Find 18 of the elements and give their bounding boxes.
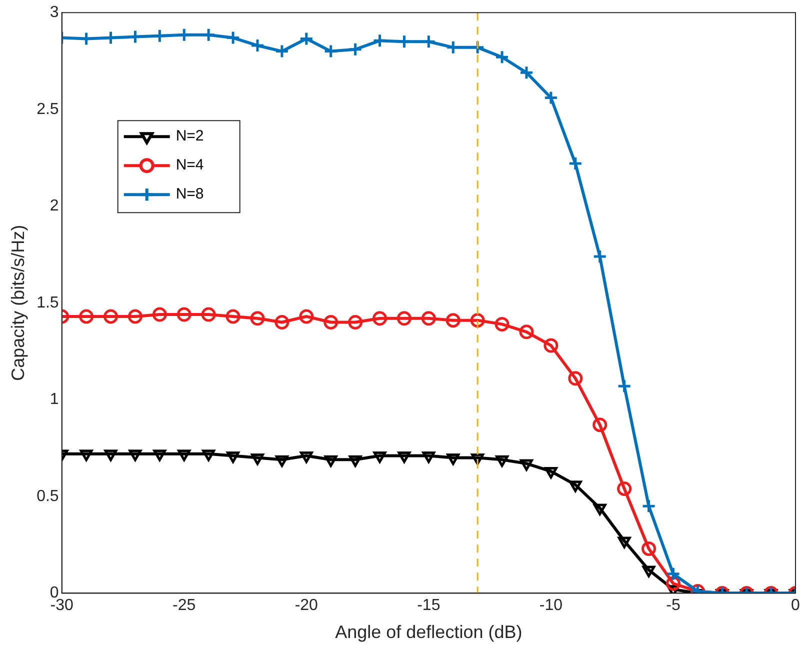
legend-label: N=4: [176, 156, 204, 174]
x-tick-label: -15: [417, 597, 440, 614]
x-tick-label: -25: [172, 597, 196, 614]
y-tick-label: 1.5: [36, 294, 59, 312]
legend-label: N=2: [176, 128, 204, 145]
x-tick-label: -20: [294, 597, 318, 614]
y-tick-label: 2.5: [36, 100, 59, 118]
x-tick-label: -30: [50, 597, 74, 614]
x-tick-label: -5: [666, 597, 680, 614]
y-tick-label: 2: [50, 198, 59, 215]
y-tick-label: 1: [50, 391, 59, 408]
x-tick-label: 0: [791, 597, 800, 614]
y-tick-label: 0.5: [36, 488, 59, 505]
y-axis-title: Capacity (bits/s/Hz): [8, 224, 28, 381]
x-axis-title: Angle of deflection (dB): [335, 622, 522, 642]
x-tick-label: -10: [539, 597, 563, 614]
legend-label: N=8: [176, 186, 204, 203]
y-tick-label: 3: [50, 4, 59, 22]
